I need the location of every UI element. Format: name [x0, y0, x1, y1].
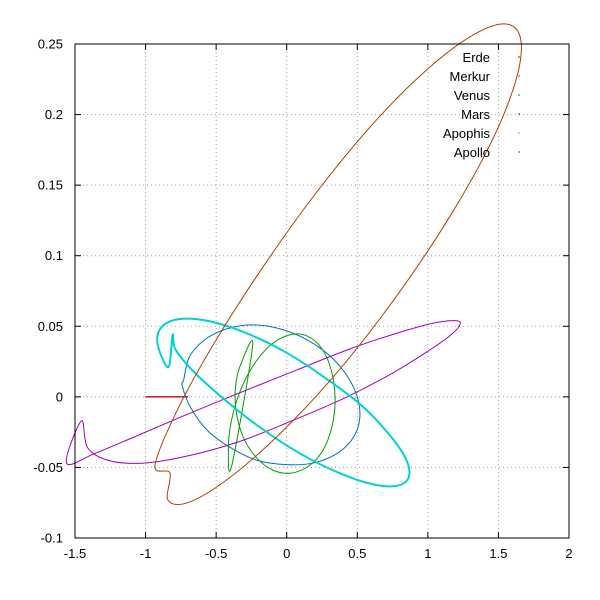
axis-layer: -1.5 -1 -0.5 0 0.5 1 1.5 2 -0.1 -0.05 0 0.05 0.1 0.15…: [33, 37, 572, 562]
series-line-apollo: [154, 23, 522, 506]
x-tick-label: -1: [140, 546, 152, 561]
series-line-mars: [65, 320, 461, 466]
x-tick-label: -0.5: [205, 546, 227, 561]
y-tick-label: 0.25: [38, 37, 63, 52]
y-tick-label: -0.05: [33, 460, 63, 475]
x-tick-label: 0: [283, 546, 290, 561]
legend-label-erde: Erde: [463, 50, 490, 65]
legend-label-venus: Venus: [454, 88, 491, 103]
series-line-venus: [227, 333, 336, 474]
y-tick-label: 0.1: [45, 248, 63, 263]
x-tick-label: 1: [424, 546, 431, 561]
x-tick-label: 1.5: [489, 546, 507, 561]
y-tick-label: -0.1: [41, 531, 63, 546]
legend-label-apollo: Apollo: [454, 145, 490, 160]
legend-label-merkur: Merkur: [450, 69, 491, 84]
series-layer: [65, 23, 522, 506]
series-line-apophis: [156, 317, 411, 488]
x-tick-label: 2: [565, 546, 572, 561]
y-tick-label: 0.05: [38, 319, 63, 334]
legend-label-mars: Mars: [461, 107, 490, 122]
legend-label-apophis: Apophis: [443, 126, 490, 141]
x-tick-label: 0.5: [348, 546, 366, 561]
series-line-merkur: [181, 324, 361, 466]
y-tick-label: 0: [56, 389, 63, 404]
legend: Erde Merkur Venus Mars Apophis Apollo: [443, 50, 520, 160]
y-tick-label: 0.15: [38, 178, 63, 193]
x-tick-label: -1.5: [64, 546, 86, 561]
y-tick-label: 0.2: [45, 107, 63, 122]
grid-layer: [75, 44, 569, 538]
plot-frame: [74, 43, 570, 539]
